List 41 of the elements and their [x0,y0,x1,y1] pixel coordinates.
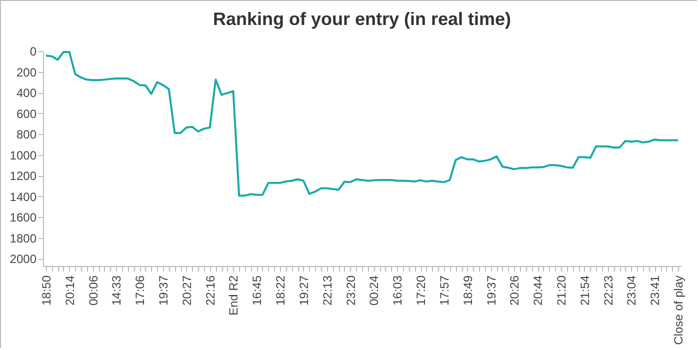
y-tick-label: 1400 [10,190,37,204]
x-tick-label: 16:03 [390,275,405,306]
x-tick-label: 22:23 [601,275,616,306]
x-tick-label: 20:44 [531,275,546,306]
x-tick-label: 20:27 [180,275,194,306]
x-tick-label: 21:54 [578,275,592,306]
y-tick-label: 200 [16,65,37,80]
y-tick-label: 800 [16,128,37,142]
x-tick-label: 16:45 [250,275,264,306]
x-tick-label: 18:22 [274,275,288,306]
x-tick-label: 20:14 [62,275,77,306]
y-tick-label: 400 [16,86,37,100]
x-tick-label: 00:06 [86,275,100,306]
x-tick-label: Close of play [672,276,686,345]
x-tick-label: 22:13 [320,275,334,306]
x-tick-label: End R2 [226,275,241,316]
y-tick-label: 600 [16,106,37,121]
y-tick-label: 1000 [10,148,37,162]
y-tick-label: 2000 [10,252,37,266]
x-tick-label: 23:20 [344,275,358,306]
x-tick-label: 18:49 [460,275,475,306]
x-tick-label: 17:06 [133,275,148,306]
x-tick-label: 17:57 [437,275,452,306]
x-tick-label: 00:24 [367,275,382,306]
x-tick-label: 21:20 [554,275,569,306]
x-tick-label: 19:37 [156,275,170,306]
x-tick-label: 23:41 [648,275,662,306]
x-tick-label: 23:04 [624,275,639,306]
x-tick-label: 17:20 [414,275,428,306]
x-tick-label: 19:27 [296,275,311,306]
y-tick-label: 1800 [10,231,37,246]
x-tick-label: 22:16 [203,275,218,306]
y-tick-label: 1600 [10,210,37,225]
x-tick-label: 19:37 [484,275,498,306]
chart-title: Ranking of your entry (in real time) [212,9,512,29]
y-tick-label: 0 [30,44,37,58]
x-tick-label: 18:50 [39,275,54,306]
y-tick-label: 1200 [10,169,37,184]
x-tick-label: 20:26 [508,275,522,306]
line-series [44,51,680,197]
x-tick-label: 14:33 [110,275,124,306]
